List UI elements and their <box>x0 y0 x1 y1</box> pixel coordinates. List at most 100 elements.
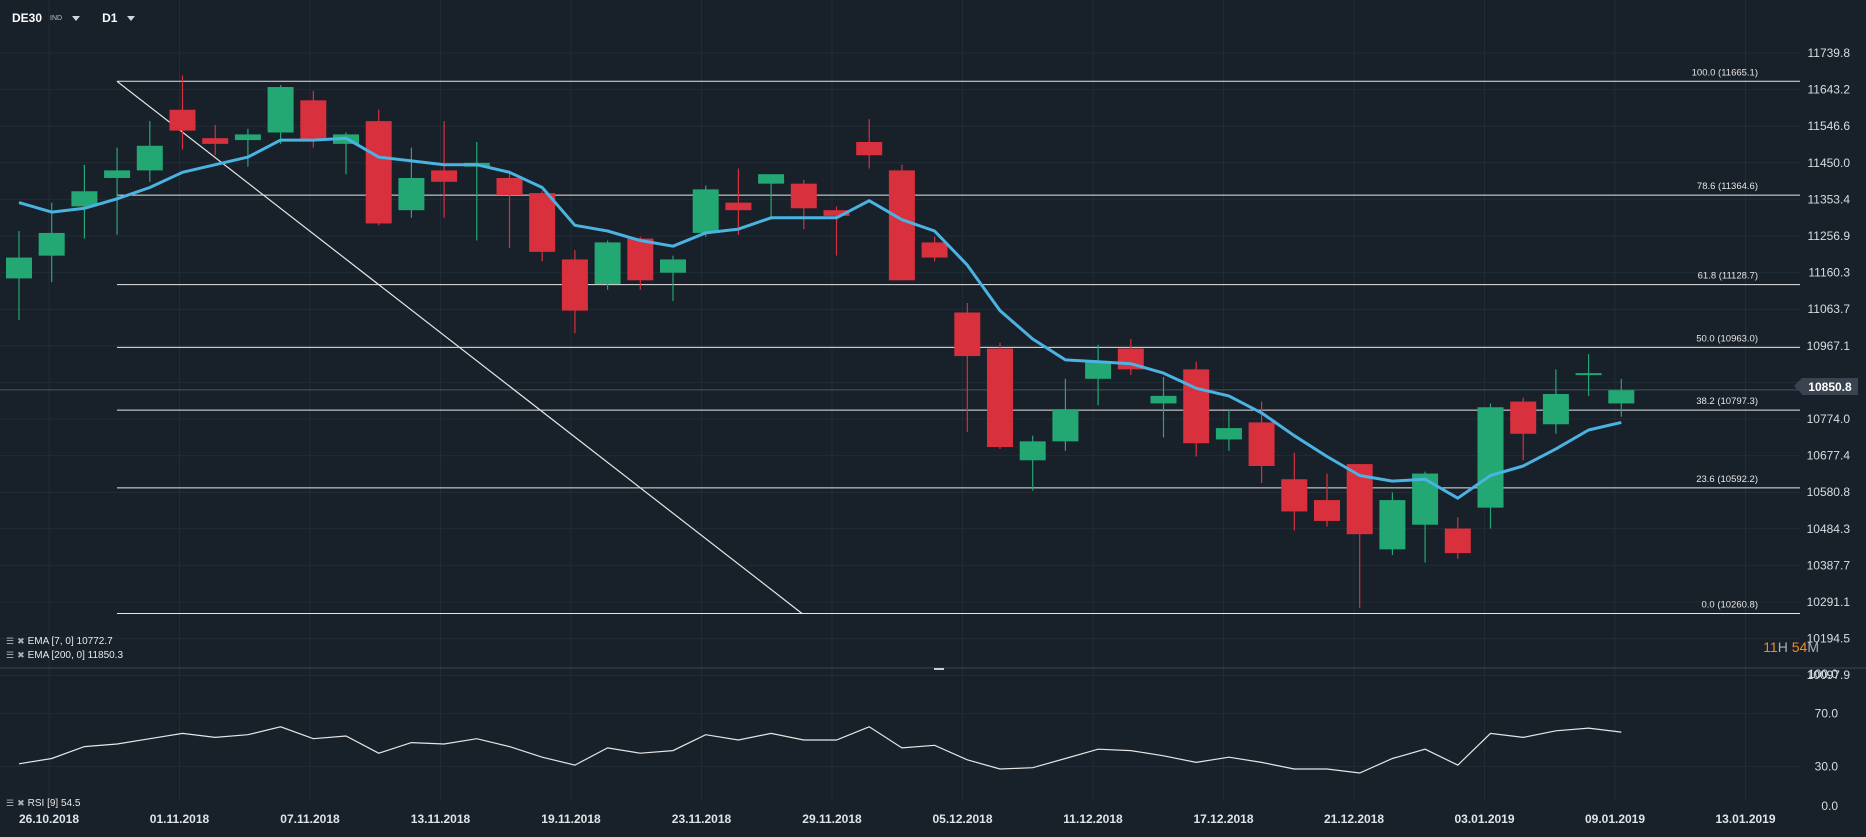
fib-level-label: 78.6 (11364.6) <box>1697 181 1758 192</box>
y-tick-label: 10097.9 <box>1807 668 1851 682</box>
y-tick-label: 11546.6 <box>1808 119 1851 133</box>
timer-hours-unit: H <box>1777 639 1788 655</box>
settings-icon[interactable]: ☰ <box>6 636 15 646</box>
x-tick-label: 17.12.2018 <box>1193 812 1253 826</box>
timer-hours: 11 <box>1763 639 1778 655</box>
candle-body <box>202 138 229 144</box>
ema-line <box>18 136 1622 500</box>
candle-body <box>398 177 425 211</box>
candle-body <box>71 191 98 207</box>
candle-body <box>1150 395 1177 404</box>
settings-icon[interactable]: ☰ <box>6 650 15 660</box>
last-price-badge: 10850.8 <box>1794 378 1858 395</box>
candle-body <box>1019 441 1046 461</box>
y-tick-label: 10387.7 <box>1807 558 1851 572</box>
candle-body <box>1412 473 1439 525</box>
y-tick-label: 10194.5 <box>1807 632 1851 646</box>
candle-body <box>1314 500 1340 521</box>
candle-body <box>38 232 65 256</box>
candle-body <box>856 141 883 156</box>
candle-body <box>1281 479 1308 512</box>
candle-body <box>267 87 294 133</box>
candle-body <box>561 259 588 311</box>
fib-level-label: 38.2 (10797.3) <box>1696 396 1758 407</box>
remove-icon[interactable]: ✖ <box>17 636 25 646</box>
y-tick-label: 10580.8 <box>1807 485 1851 499</box>
symbol-type-label: IND <box>50 14 63 22</box>
candle-body <box>888 170 915 281</box>
candle-body <box>6 257 32 279</box>
candle-body <box>1444 528 1471 554</box>
y-tick-label: 10484.3 <box>1807 522 1851 536</box>
fib-level-label: 61.8 (11128.7) <box>1698 271 1758 282</box>
indicator-label: EMA [7, 0] 10772.7 <box>27 636 113 647</box>
x-tick-label: 11.12.2018 <box>1063 812 1123 826</box>
chart-header: DE30 IND D1 <box>12 11 151 25</box>
y-tick-label: 11063.7 <box>1808 302 1851 316</box>
x-tick-label: 23.11.2018 <box>672 812 732 826</box>
y-tick-label: 10967.1 <box>1807 339 1851 353</box>
fib-level-label: 23.6 (10592.2) <box>1696 474 1758 485</box>
candle-countdown: 11H 54M <box>1763 639 1819 655</box>
candle-body <box>660 259 686 273</box>
y-tick-label: 10291.1 <box>1807 595 1851 609</box>
candle-body <box>1608 390 1635 404</box>
y-tick-label: 11739.8 <box>1808 46 1851 60</box>
y-tick-label: 11256.9 <box>1808 229 1851 243</box>
x-tick-label: 19.11.2018 <box>541 812 601 826</box>
candle-body <box>1542 393 1569 425</box>
candle-body <box>431 170 458 182</box>
timeframe-label[interactable]: D1 <box>102 11 118 25</box>
x-tick-label: 13.11.2018 <box>411 812 471 826</box>
indicator-legend-ema7[interactable]: ☰ ✖ EMA [7, 0] 10772.7 <box>6 636 113 647</box>
candle-body <box>365 121 392 224</box>
rsi-tick-label: 0.0 <box>1821 799 1838 813</box>
y-tick-label: 11160.3 <box>1808 266 1850 280</box>
y-tick-label: 10677.4 <box>1807 449 1851 463</box>
candle-body <box>1248 422 1275 466</box>
indicator-legend-ema200[interactable]: ☰ ✖ EMA [200, 0] 11850.3 <box>6 650 123 661</box>
candle-body <box>234 134 261 141</box>
x-tick-label: 07.11.2018 <box>280 812 340 826</box>
x-tick-label: 13.01.2019 <box>1715 812 1775 826</box>
candle-body <box>758 174 785 184</box>
candle-body <box>104 170 131 178</box>
candle-body <box>954 312 981 357</box>
timer-minutes-unit: M <box>1807 639 1819 655</box>
symbol-label[interactable]: DE30 <box>12 11 43 25</box>
indicator-label: RSI [9] 54.5 <box>27 798 81 809</box>
timer-minutes: 54 <box>1791 639 1808 655</box>
indicator-legend-rsi[interactable]: ☰ ✖ RSI [9] 54.5 <box>6 798 80 809</box>
candle-body <box>1215 428 1242 440</box>
candle-body <box>692 189 719 233</box>
candle-body <box>987 348 1013 448</box>
candle-body <box>725 202 752 211</box>
candle-body <box>627 238 654 281</box>
candle-body <box>529 193 556 252</box>
x-tick-label: 26.10.2018 <box>19 812 79 826</box>
settings-icon[interactable]: ☰ <box>6 798 15 808</box>
indicator-label: EMA [200, 0] 11850.3 <box>27 650 124 661</box>
x-tick-label: 21.12.2018 <box>1324 812 1384 826</box>
fib-level-label: 50.0 (10963.0) <box>1696 333 1758 344</box>
symbol-dropdown-icon[interactable] <box>72 15 81 21</box>
timeframe-dropdown-icon[interactable] <box>127 15 136 21</box>
candle-body <box>1085 361 1112 379</box>
y-tick-label: 10774.0 <box>1807 412 1851 426</box>
y-tick-label: 11643.2 <box>1808 83 1851 97</box>
remove-icon[interactable]: ✖ <box>17 798 25 808</box>
candle-body <box>790 183 817 209</box>
rsi-tick-label: 30.0 <box>1815 759 1839 773</box>
candle-body <box>1183 369 1210 444</box>
candle-body <box>169 109 196 131</box>
x-tick-label: 05.12.2018 <box>932 812 992 826</box>
x-tick-label: 09.01.2019 <box>1585 812 1645 826</box>
candle-body <box>1510 401 1537 434</box>
candle-body <box>300 100 327 141</box>
candle-body <box>921 242 948 258</box>
candle-body <box>1575 373 1602 376</box>
candle-body <box>1379 500 1406 550</box>
remove-icon[interactable]: ✖ <box>17 650 25 660</box>
